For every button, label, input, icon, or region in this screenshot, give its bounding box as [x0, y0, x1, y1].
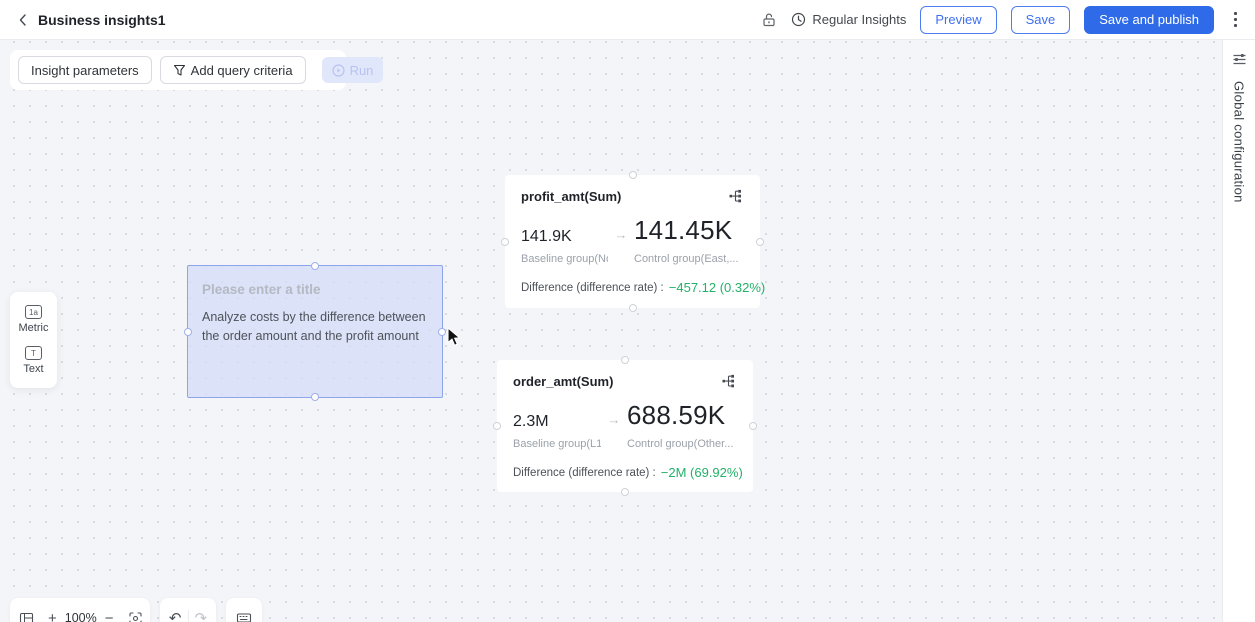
add-text-widget[interactable]: T Text — [23, 346, 44, 375]
zoom-toolbar: + 100% − — [10, 598, 150, 622]
dot — [1234, 12, 1237, 15]
text-widget-title-placeholder[interactable]: Please enter a title — [202, 282, 321, 297]
metric-icon: 1a — [24, 305, 42, 319]
save-and-publish-button[interactable]: Save and publish — [1084, 5, 1214, 34]
keyboard-icon — [236, 613, 252, 622]
zoom-out-button[interactable]: − — [104, 609, 114, 622]
card-title: profit_amt(Sum) — [521, 188, 622, 204]
shortcuts-toolbar — [226, 598, 262, 622]
settings-sliders-icon — [1233, 54, 1245, 65]
preview-button[interactable]: Preview — [920, 5, 997, 34]
resize-handle-right[interactable] — [749, 422, 757, 430]
text-label: Text — [23, 363, 44, 375]
metric-card-order[interactable]: order_amt(Sum) 2.3M → 688.59K Baseline g… — [493, 356, 757, 496]
metric-card-profit[interactable]: profit_amt(Sum) 141.9K → 141.45K Baselin… — [501, 171, 765, 312]
add-metric-widget[interactable]: 1a Metric — [18, 305, 49, 334]
control-group-label: Control group(East,... — [634, 253, 739, 265]
global-configuration-tab[interactable]: Global configuration — [1222, 40, 1255, 622]
resize-handle-top[interactable] — [621, 356, 629, 364]
add-query-criteria-button[interactable]: Add query criteria — [159, 56, 306, 84]
widget-palette: 1a Metric T Text — [10, 292, 57, 388]
card-title: order_amt(Sum) — [513, 373, 614, 389]
text-widget-selected[interactable]: Please enter a title Analyze costs by th… — [184, 262, 446, 401]
divider — [187, 610, 189, 622]
resize-handle-right[interactable] — [756, 237, 764, 246]
undo-button[interactable]: ↶ — [168, 609, 182, 622]
fit-to-screen-button[interactable] — [128, 611, 143, 622]
resize-handle-left[interactable] — [184, 327, 192, 336]
zoom-level[interactable]: 100% — [64, 611, 97, 622]
minimap-icon — [19, 612, 34, 622]
insight-parameters-button[interactable]: Insight parameters — [18, 56, 152, 84]
control-value: 141.45K — [634, 215, 733, 245]
arrow-right-icon: → — [607, 412, 621, 427]
mouse-cursor — [447, 327, 461, 347]
more-menu-button[interactable] — [1228, 8, 1243, 31]
difference-value: −2M (69.92%) — [660, 465, 743, 480]
dot — [1234, 18, 1237, 21]
difference-label: Difference (difference rate) : — [513, 466, 656, 479]
clock-icon — [792, 12, 806, 27]
keyboard-shortcuts-button[interactable] — [236, 610, 252, 622]
zoom-in-button[interactable]: + — [48, 609, 57, 622]
resize-handle-bottom[interactable] — [311, 393, 319, 401]
control-value: 688.59K — [627, 400, 726, 430]
resize-handle-bottom[interactable] — [628, 304, 637, 312]
dashboard-canvas[interactable]: Insight parameters Add query criteria Ru… — [0, 40, 1222, 622]
resize-handle-top[interactable] — [628, 171, 637, 179]
history-toolbar: ↶ ↷ — [160, 598, 216, 622]
resize-handle-top[interactable] — [311, 262, 319, 270]
baseline-group-label: Baseline group(L1,L2,L... — [513, 438, 601, 450]
run-button[interactable]: Run — [321, 57, 384, 83]
header-actions: Regular Insights Preview Save Save and p… — [761, 5, 1243, 34]
distribution-tree-icon[interactable] — [728, 188, 744, 204]
regular-insights-label: Regular Insights — [812, 12, 907, 27]
redo-button[interactable]: ↷ — [194, 609, 208, 622]
play-circle-icon — [331, 63, 345, 77]
baseline-value: 141.9K — [521, 228, 572, 245]
top-bar: Business insights1 Regular Insights Prev… — [0, 0, 1255, 40]
save-button[interactable]: Save — [1010, 5, 1071, 34]
minimap-button[interactable] — [19, 611, 34, 622]
back-button[interactable] — [12, 9, 34, 31]
query-toolbar: Insight parameters Add query criteria Ru… — [10, 50, 384, 90]
fit-to-screen-icon — [128, 611, 142, 622]
regular-insights-button[interactable]: Regular Insights — [791, 12, 906, 27]
unlock-button[interactable] — [761, 12, 777, 28]
text-widget-body[interactable]: Analyze costs by the difference between … — [202, 310, 426, 344]
metric-label: Metric — [18, 322, 49, 334]
distribution-tree-icon[interactable] — [721, 373, 737, 389]
run-label: Run — [349, 62, 374, 78]
resize-handle-bottom[interactable] — [621, 488, 629, 496]
global-configuration-label: Global configuration — [1231, 81, 1247, 203]
difference-label: Difference (difference rate) : — [521, 281, 664, 294]
add-query-criteria-label: Add query criteria — [190, 62, 293, 78]
arrow-right-icon: → — [614, 227, 628, 242]
chevron-left-icon — [19, 13, 26, 26]
text-icon: T — [25, 346, 42, 360]
filter-icon — [173, 64, 185, 76]
resize-handle-left[interactable] — [501, 237, 509, 246]
control-group-label: Control group(Other... — [627, 438, 734, 450]
baseline-value: 2.3M — [513, 413, 549, 430]
difference-value: −457.12 (0.32%) — [668, 280, 766, 295]
dot — [1234, 24, 1237, 27]
unlock-icon — [763, 13, 776, 26]
page-title: Business insights1 — [38, 11, 166, 28]
resize-handle-left[interactable] — [493, 422, 501, 430]
resize-handle-right[interactable] — [438, 327, 446, 336]
baseline-group-label: Baseline group(North,N... — [521, 253, 608, 265]
